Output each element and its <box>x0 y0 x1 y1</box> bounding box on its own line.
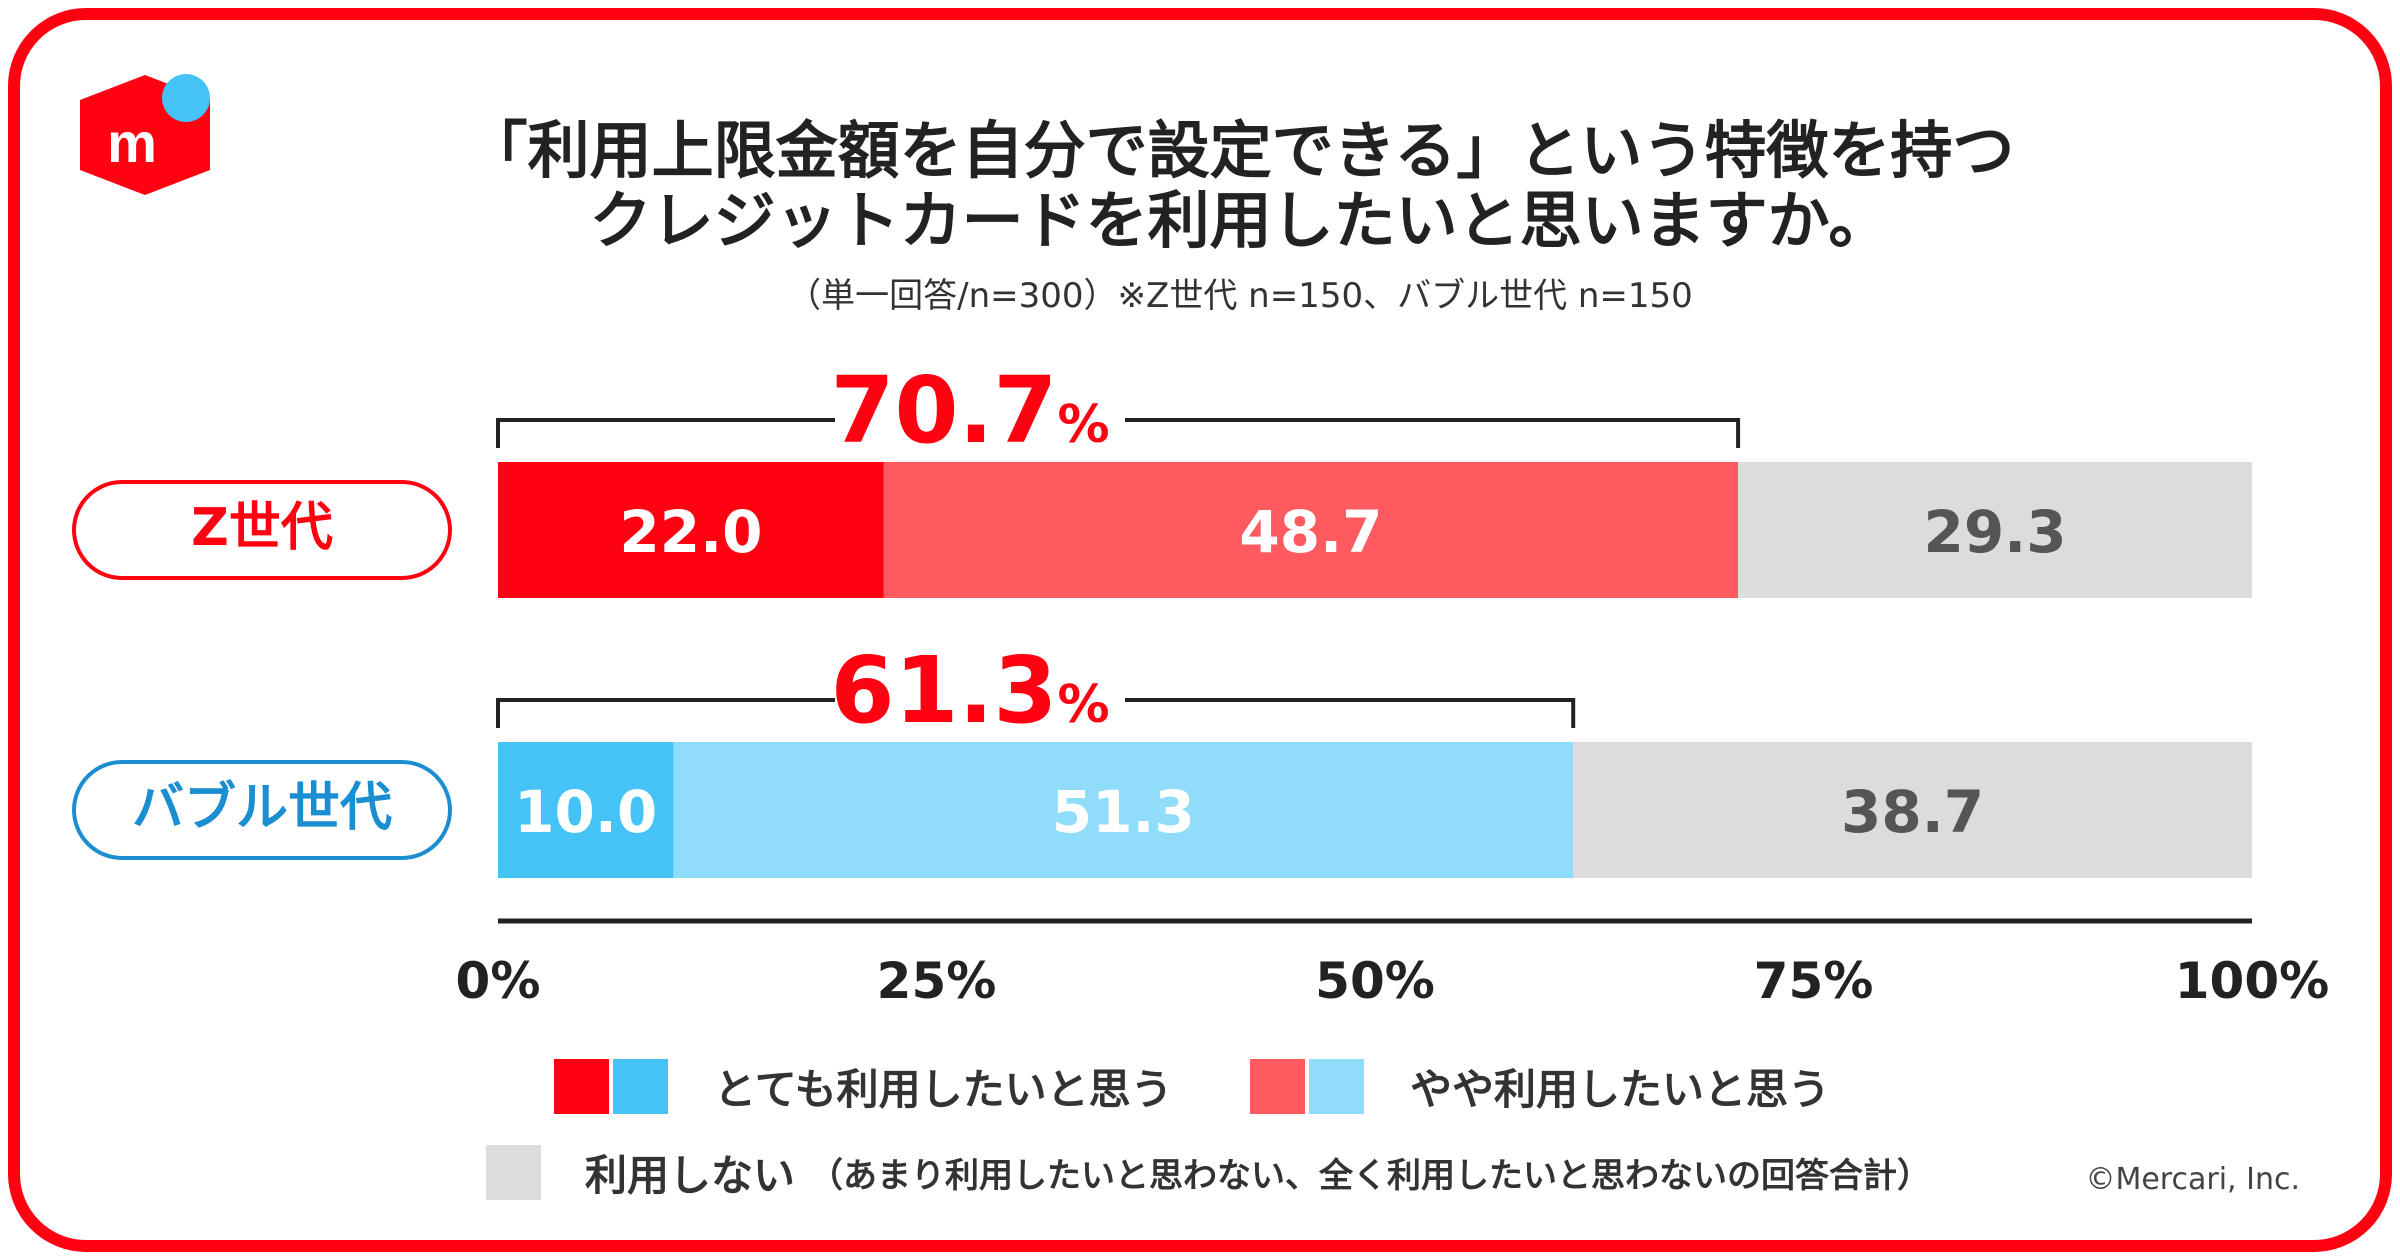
legend-label-not-use: 利用しない <box>585 1151 796 1200</box>
bracket-right-1 <box>1125 698 1576 728</box>
bar-segment-1-0 <box>498 742 674 878</box>
chart-title-line2: クレジットカードを利用したいと思いますか。 <box>589 184 1891 257</box>
x-tick-label-2: 50% <box>1315 952 1435 1010</box>
data-label-1-0: 10.0 <box>514 778 657 846</box>
bar-segment-1-2 <box>1573 742 2252 878</box>
bracket-left-0 <box>496 418 835 448</box>
legend-swatch-bubble-strong <box>613 1059 668 1114</box>
data-label-0-0: 22.0 <box>619 498 762 566</box>
data-label-0-1: 48.7 <box>1239 498 1382 566</box>
legend-strong: とても利用したいと思う <box>554 1056 1173 1117</box>
total-label-1: 61.3% <box>830 637 1109 744</box>
legend-swatch-z-strong <box>554 1059 609 1114</box>
bar-segment-1-1 <box>673 742 1574 878</box>
x-tick-label-3: 75% <box>1754 952 1874 1010</box>
mercari-logo-icon: m <box>80 74 210 195</box>
bracket-left-1 <box>496 698 835 728</box>
svg-text:m: m <box>107 111 157 174</box>
legend-swatch-z-somewhat <box>1250 1059 1305 1114</box>
bar-segment-0-0 <box>498 462 884 598</box>
category-pill-0 <box>72 480 452 580</box>
legend-not-use: 利用しない （あまり利用したいと思わない、全く利用したいと思わないの回答合計） <box>486 1142 1931 1203</box>
legend-swatch-not-use <box>486 1145 541 1200</box>
outer-frame <box>8 8 2392 1252</box>
bracket-right-0 <box>1125 418 1741 448</box>
x-tick-label-1: 25% <box>877 952 997 1010</box>
legend-note-not-use: （あまり利用したいと思わない、全く利用したいと思わないの回答合計） <box>809 1156 1932 1196</box>
data-label-1-1: 51.3 <box>1052 778 1195 846</box>
bar-segment-0-2 <box>1738 462 2252 598</box>
legend-label-somewhat: やや利用したいと思う <box>1410 1065 1831 1114</box>
category-pill-1 <box>72 760 452 860</box>
bar-segment-0-1 <box>883 462 1739 598</box>
data-label-1-2: 38.7 <box>1841 778 1984 846</box>
x-tick-label-4: 100% <box>2175 952 2329 1010</box>
legend-somewhat: やや利用したいと思う <box>1250 1056 1830 1117</box>
copyright-text: ©Mercari, Inc. <box>2085 1162 2300 1197</box>
data-label-0-2: 29.3 <box>1923 498 2066 566</box>
chart-subtitle: （単一回答/n=300）※Z世代 n=150、バブル世代 n=150 <box>787 276 1693 316</box>
total-label-0: 70.7% <box>830 357 1109 464</box>
category-label-0: Z世代 <box>191 498 333 558</box>
legend-swatch-bubble-somewhat <box>1309 1059 1364 1114</box>
chart-title-line1: 「利用上限金額を自分で設定できる」という特徴を持つ <box>465 114 2015 187</box>
legend-label-strong: とても利用したいと思う <box>714 1065 1173 1114</box>
category-label-1: バブル世代 <box>132 778 392 838</box>
x-tick-label-0: 0% <box>456 952 541 1010</box>
